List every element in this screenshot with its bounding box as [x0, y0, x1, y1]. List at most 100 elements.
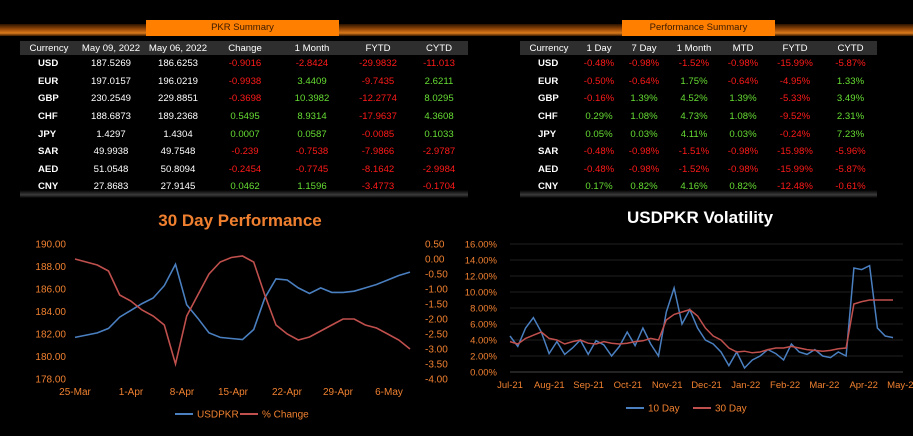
- currency-code: JPY: [538, 128, 557, 140]
- pkr-cell: -0.9938: [228, 75, 262, 87]
- perf-cell: -0.98%: [628, 163, 660, 175]
- pkr-cell: -12.2774: [359, 93, 397, 105]
- performance-summary-title: Performance Summary: [622, 20, 775, 36]
- pkr-cell: 0.5495: [230, 111, 260, 123]
- performance-chart: 190.00 188.00 186.00 184.00 182.00 180.00 178.…: [35, 240, 448, 421]
- table-row: SAR -0.48% -0.98% -1.51% -0.98% -15.98% -5.96%: [520, 143, 877, 161]
- pkr-cell: 0.0007: [230, 128, 260, 140]
- pkr-cell: 189.2368: [157, 111, 198, 123]
- pkr-cell: -2.9787: [422, 146, 456, 158]
- table-row: USD -0.48% -0.98% -1.52% -0.98% -15.99% -5.87%: [520, 55, 877, 73]
- x-tick-label: 8-Apr: [170, 387, 195, 398]
- pkr-cell: 1.4304: [163, 128, 193, 140]
- perf-cell: 4.52%: [680, 93, 708, 105]
- pkr-header-5: FYTD: [346, 41, 410, 55]
- pkr-cell: -2.9984: [422, 163, 456, 175]
- pkr-cell: -0.0085: [361, 128, 395, 140]
- perf-cell: -9.52%: [779, 111, 811, 123]
- perf-cell: 3.49%: [836, 93, 865, 105]
- perf-cell: -0.61%: [835, 181, 866, 193]
- perf-header-6: CYTD: [824, 41, 877, 55]
- x-tick-label: Jan-22: [731, 380, 760, 391]
- pkr-cell: 8.0295: [424, 93, 454, 105]
- pkr-cell: 230.2549: [90, 93, 131, 105]
- pkr-cell: -0.239: [231, 146, 259, 158]
- table-row: CNY 27.8683 27.9145 0.0462 1.1596 -3.4773 -0.1…: [20, 178, 468, 196]
- perf-cell: -12.48%: [777, 181, 813, 193]
- x-tick-label: 22-Apr: [272, 387, 303, 398]
- right-tick-label: -3.00: [425, 345, 448, 356]
- perf-header-4: MTD: [720, 41, 766, 55]
- pkr-cell: -7.9866: [361, 146, 395, 158]
- table-row: CNY 0.17% 0.82% 4.16% 0.82% -12.48% -0.61%: [520, 178, 877, 196]
- perf-cell: -0.64%: [628, 75, 660, 87]
- right-tick-label: -2.00: [425, 315, 448, 326]
- pkr-bottom-divider: [20, 190, 468, 198]
- currency-code: SAR: [38, 146, 59, 158]
- perf-cell: -15.99%: [777, 163, 813, 175]
- perf-cell: 1.75%: [680, 75, 708, 87]
- perf-cell: -1.52%: [678, 58, 710, 70]
- right-tick-label: 0.00: [425, 255, 445, 266]
- perf-cell: -0.98%: [727, 163, 759, 175]
- x-tick-label: Feb-22: [770, 380, 800, 391]
- x-tick-label: Aug-21: [534, 380, 565, 391]
- pkr-cell: 51.0548: [93, 163, 129, 175]
- perf-cell: 0.29%: [585, 111, 613, 123]
- x-tick-label: May-22: [887, 380, 913, 391]
- perf-cell: 0.05%: [585, 128, 613, 140]
- table-row: SAR 49.9938 49.7548 -0.239 -0.7538 -7.9866 -2.…: [20, 143, 468, 161]
- x-tick-label: Nov-21: [652, 380, 683, 391]
- pkr-cell: -3.4773: [361, 181, 395, 193]
- perf-cell: -0.48%: [583, 163, 615, 175]
- x-tick-label: 15-Apr: [218, 387, 249, 398]
- perf-cell: 0.82%: [729, 181, 757, 193]
- y-tick-label: 4.00%: [470, 336, 497, 347]
- left-tick-label: 186.00: [35, 285, 66, 296]
- pkr-cell: 49.9938: [93, 146, 129, 158]
- pkr-cell: 0.0462: [230, 181, 260, 193]
- perf-cell: 2.31%: [836, 111, 865, 123]
- perf-cell: -5.33%: [779, 93, 811, 105]
- ten-day-series-line: [509, 264, 894, 370]
- perf-cell: -5.96%: [835, 146, 866, 158]
- pkr-cell: 49.7548: [160, 146, 196, 158]
- y-tick-label: 10.00%: [465, 288, 498, 299]
- pkr-header-6: CYTD: [410, 41, 468, 55]
- pkr-summary-title: PKR Summary: [146, 20, 339, 36]
- currency-code: CNY: [538, 181, 559, 193]
- left-tick-label: 190.00: [35, 240, 66, 251]
- left-tick-label: 188.00: [35, 262, 66, 273]
- perf-cell: 4.73%: [680, 111, 708, 123]
- pkr-cell: -0.1704: [422, 181, 456, 193]
- legend-label: % Change: [262, 410, 309, 421]
- perf-cell: 7.23%: [836, 128, 865, 140]
- x-tick-label: Jul-21: [497, 380, 523, 391]
- perf-cell: -0.16%: [583, 93, 615, 105]
- perf-cell: -0.50%: [583, 75, 615, 87]
- perf-bottom-divider: [520, 190, 877, 198]
- x-tick-label: 1-Apr: [119, 387, 144, 398]
- x-tick-label: 29-Apr: [323, 387, 354, 398]
- table-row: AED -0.48% -0.98% -1.52% -0.98% -15.99% -5.87%: [520, 161, 877, 179]
- right-tick-label: -0.50: [425, 270, 448, 281]
- right-tick-label: -1.50: [425, 300, 448, 311]
- perf-cell: -1.51%: [678, 146, 710, 158]
- pkr-cell: -0.7745: [295, 163, 329, 175]
- pkr-cell: -17.9637: [359, 111, 397, 123]
- table-row: EUR -0.50% -0.64% 1.75% -0.64% -4.95% 1.33%: [520, 73, 877, 91]
- perf-cell: -0.48%: [583, 146, 615, 158]
- table-row: GBP 230.2549 229.8851 -0.3698 10.3982 -12.277…: [20, 90, 468, 108]
- pkr-cell: 2.6211: [424, 75, 454, 87]
- x-tick-label: Dec-21: [691, 380, 722, 391]
- perf-cell: -5.87%: [835, 58, 866, 70]
- perf-cell: 1.39%: [729, 93, 757, 105]
- left-tick-label: 184.00: [35, 307, 66, 318]
- perf-cell: 4.11%: [680, 128, 708, 140]
- pkr-cell: 188.6873: [90, 111, 131, 123]
- y-tick-label: 8.00%: [470, 304, 497, 315]
- perf-cell: -15.99%: [777, 58, 813, 70]
- perf-cell: -0.98%: [727, 146, 759, 158]
- perf-header-1: 1 Day: [578, 41, 620, 55]
- pkr-cell: 229.8851: [157, 93, 198, 105]
